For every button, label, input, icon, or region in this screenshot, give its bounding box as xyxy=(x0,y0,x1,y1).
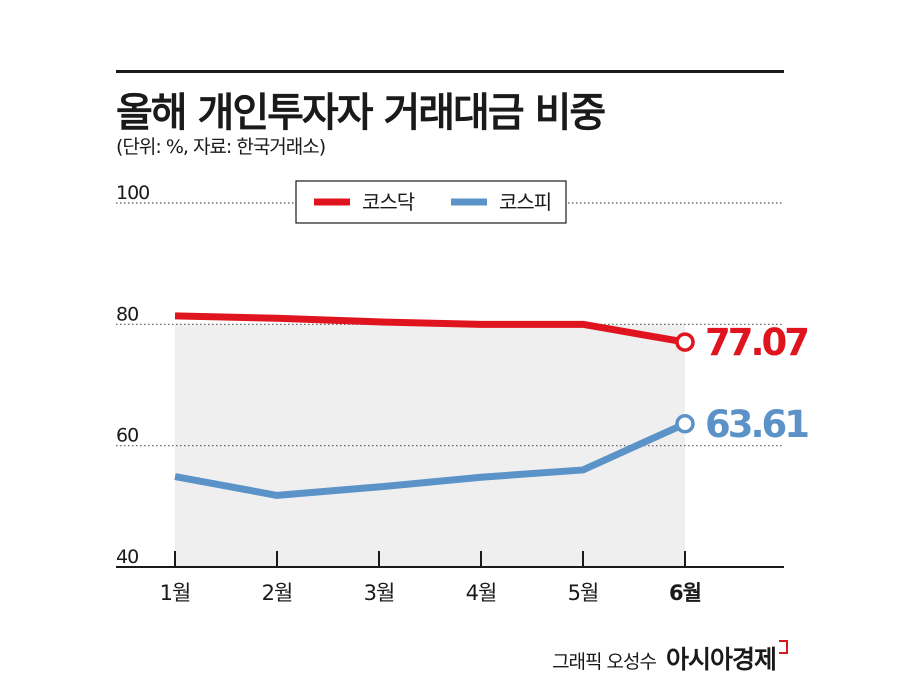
series-end-marker-2 xyxy=(675,414,695,434)
chart-subtitle: (단위: %, 자료: 한국거래소) xyxy=(116,136,326,158)
series-line-1 xyxy=(174,312,686,346)
x-tick-label-5: 5월 xyxy=(568,581,599,605)
x-tick-label-6: 6월 xyxy=(669,581,701,605)
credit-author: 그래픽 오성수 xyxy=(552,651,657,673)
credit: 그래픽 오성수 아시아경제 xyxy=(552,640,788,676)
top-rule xyxy=(116,70,784,73)
legend-label-2: 코스피 xyxy=(499,190,551,214)
brand-logo: 아시아경제 xyxy=(666,640,788,676)
x-tick-label-3: 3월 xyxy=(364,581,395,605)
series-end-marker-1 xyxy=(675,332,695,352)
series-end-label-2: 63.61 xyxy=(705,403,808,446)
series-line-2 xyxy=(174,420,687,499)
y-tick-label-60: 60 xyxy=(116,425,138,447)
chart-title: 올해 개인투자자 거래대금 비중 xyxy=(116,90,606,136)
y-tick-label-100: 100 xyxy=(116,182,149,204)
series-end-label-1: 77.07 xyxy=(705,321,807,364)
y-tick-label-40: 40 xyxy=(116,546,138,568)
x-tick-label-2: 2월 xyxy=(262,581,293,605)
brand-name: 아시아경제 xyxy=(665,645,777,674)
x-tick-label-1: 1월 xyxy=(160,581,191,605)
legend-box xyxy=(295,180,567,224)
legend-label-1: 코스닥 xyxy=(362,190,415,214)
x-tick-label-4: 4월 xyxy=(466,581,497,605)
y-tick-label-80: 80 xyxy=(116,303,138,325)
brand-mark-icon xyxy=(779,640,788,654)
